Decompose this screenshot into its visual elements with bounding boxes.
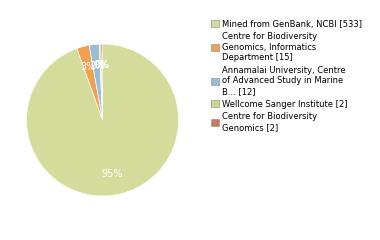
Text: 95%: 95% (101, 169, 123, 179)
Text: 0%: 0% (93, 60, 108, 70)
Text: 0%: 0% (94, 60, 109, 70)
Wedge shape (101, 44, 103, 120)
Text: 2%: 2% (89, 61, 104, 71)
Text: 3%: 3% (81, 62, 96, 72)
Wedge shape (99, 44, 103, 120)
Legend: Mined from GenBank, NCBI [533], Centre for Biodiversity
Genomics, Informatics
De: Mined from GenBank, NCBI [533], Centre f… (211, 20, 362, 132)
Wedge shape (77, 45, 103, 120)
Wedge shape (89, 44, 103, 120)
Wedge shape (27, 44, 179, 196)
